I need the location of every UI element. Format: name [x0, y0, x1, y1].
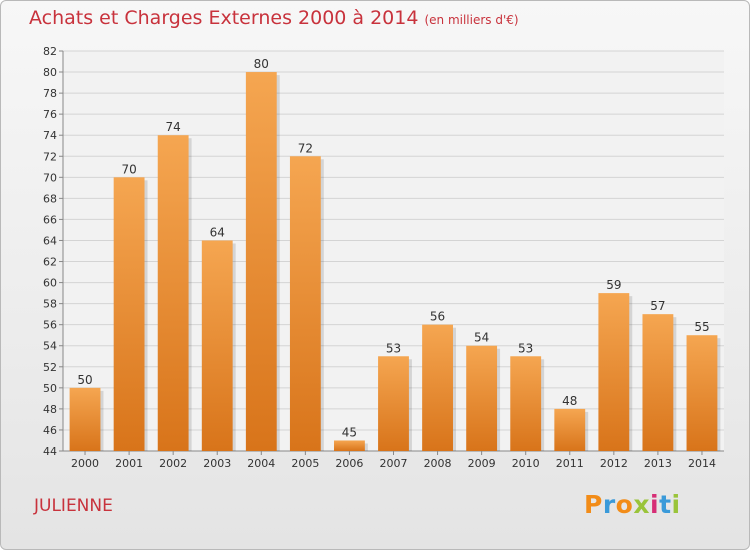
y-tick-label: 60 — [43, 277, 57, 290]
x-tick-label: 2014 — [688, 457, 716, 470]
y-tick-label: 58 — [43, 298, 57, 311]
data-label: 64 — [210, 225, 225, 239]
logo-letter: t — [659, 490, 672, 519]
data-label: 48 — [562, 394, 577, 408]
axes: 44 46 48 50 52 54 56 58 60 62 64 66 68 70 72 74 76 78 80 82… — [43, 45, 724, 470]
data-label: 45 — [342, 425, 357, 439]
x-tick-label: 2006 — [335, 457, 363, 470]
bar-2011 — [554, 408, 586, 451]
logo-letter: P — [584, 490, 603, 519]
x-tick-label: 2007 — [380, 457, 408, 470]
bar-2014 — [686, 335, 718, 451]
data-label: 57 — [650, 299, 665, 313]
x-tick-label: 2002 — [159, 457, 187, 470]
data-label: 74 — [166, 120, 181, 134]
bar-2002 — [157, 135, 189, 452]
y-tick-label: 66 — [43, 213, 57, 226]
data-label: 80 — [254, 57, 269, 71]
data-label: 53 — [386, 341, 401, 355]
bar-2009 — [466, 345, 498, 451]
y-tick-label: 78 — [43, 87, 57, 100]
bars — [69, 72, 721, 452]
proxiti-logo: Proxiti — [584, 490, 681, 519]
logo-letter: r — [602, 490, 616, 519]
bar-2007 — [378, 356, 409, 451]
data-label: 53 — [518, 341, 533, 355]
data-label: 59 — [606, 278, 621, 292]
y-tick-label: 82 — [43, 45, 57, 58]
logo-letter: i — [650, 490, 660, 519]
y-tick-label: 76 — [43, 108, 57, 121]
logo-letter: x — [633, 490, 650, 519]
logo-letter: i — [671, 490, 681, 519]
data-label: 72 — [298, 141, 313, 155]
x-tick-label: 2005 — [291, 457, 319, 470]
chart-title-text: Achats et Charges Externes 2000 à 2014 — [29, 7, 419, 29]
bar-2000 — [69, 387, 101, 451]
x-tick-label: 2004 — [247, 457, 275, 470]
y-tick-label: 72 — [43, 150, 57, 163]
x-tick-label: 2001 — [115, 457, 143, 470]
bar-2003 — [201, 240, 233, 451]
x-tick-label: 2012 — [600, 457, 628, 470]
logo-letter: o — [615, 490, 634, 519]
y-tick-label: 46 — [43, 424, 57, 437]
data-label: 56 — [430, 310, 445, 324]
x-tick-label: 2011 — [556, 457, 584, 470]
data-label: 54 — [474, 331, 489, 345]
bar-2008 — [422, 324, 453, 451]
y-tick-label: 48 — [43, 403, 57, 416]
chart-subtitle: (en milliers d'€) — [424, 13, 519, 27]
labels: 50 70 74 64 80 72 45 53 56 54 53 48 59 57 55 — [77, 57, 709, 439]
y-tick-label: 62 — [43, 256, 57, 269]
data-label: 55 — [694, 320, 709, 334]
x-tick-label: 2013 — [644, 457, 672, 470]
y-tick-label: 80 — [43, 66, 57, 79]
y-tick-label: 56 — [43, 319, 57, 332]
y-tick-label: 52 — [43, 361, 57, 374]
y-tick-label: 70 — [43, 171, 57, 184]
x-tick-label: 2009 — [468, 457, 496, 470]
y-tick-label: 50 — [43, 382, 57, 395]
bar-2013 — [642, 314, 674, 451]
bar-2010 — [510, 356, 542, 451]
y-tick-label: 68 — [43, 192, 57, 205]
data-label: 50 — [77, 373, 92, 387]
bar-2006 — [334, 440, 365, 451]
bar-2005 — [289, 156, 321, 451]
y-tick-label: 44 — [43, 445, 57, 458]
y-tick-label: 74 — [43, 129, 57, 142]
chart-title: Achats et Charges Externes 2000 à 2014 (e… — [29, 7, 519, 29]
bar-2001 — [113, 177, 145, 451]
y-tick-label: 64 — [43, 234, 57, 247]
x-tick-label: 2000 — [71, 457, 99, 470]
data-label: 70 — [121, 162, 136, 176]
x-tick-label: 2003 — [203, 457, 231, 470]
x-tick-label: 2008 — [424, 457, 452, 470]
y-tick-label: 54 — [43, 340, 57, 353]
commune-name: JULIENNE — [34, 496, 113, 516]
bar-2004 — [245, 72, 277, 451]
x-tick-label: 2010 — [512, 457, 540, 470]
bar-2012 — [598, 293, 630, 451]
